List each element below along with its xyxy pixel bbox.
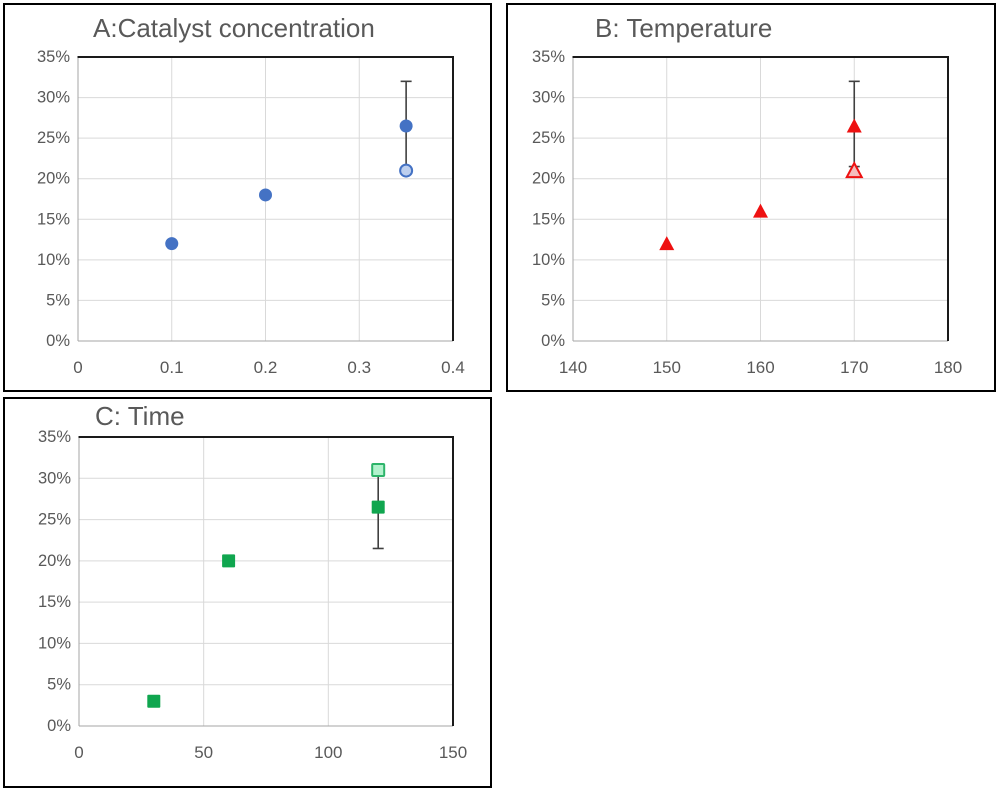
- data-point-square: [222, 554, 236, 568]
- x-tick-label: 170: [840, 358, 868, 377]
- x-tick-label: 0.3: [347, 358, 371, 377]
- y-tick-label: 20%: [38, 552, 71, 570]
- chart-panel-catalyst-concentration: A:Catalyst concentration 0% 5% 10% 15% 20% 25…: [3, 3, 492, 392]
- data-point-circle: [399, 119, 413, 133]
- plot-area-temperature: 0% 5% 10% 15% 20% 25% 30% 35% 140 150 160 170 180: [532, 48, 962, 377]
- x-tick-label: 0.4: [441, 358, 465, 377]
- x-tick-label: 0.1: [160, 358, 184, 377]
- x-tick-label: 100: [314, 743, 342, 762]
- y-tick-label: 25%: [532, 129, 565, 147]
- data-point-square: [371, 500, 385, 514]
- x-tick-label: 150: [439, 743, 467, 762]
- x-tick-label: 0: [73, 358, 82, 377]
- data-point-circle: [259, 188, 272, 202]
- chart-title-catalyst: A:Catalyst concentration: [93, 13, 375, 43]
- y-tick-label: 5%: [46, 291, 70, 309]
- y-tick-label: 0%: [47, 717, 71, 735]
- data-point-triangle: [753, 203, 768, 218]
- plot-area-catalyst: 0% 5% 10% 15% 20% 25% 30% 35% 0 0.1 0.2 0.3 0.4: [37, 48, 465, 377]
- plot-area-time: 0% 5% 10% 15% 20% 25% 30% 35% 0 50 100 150: [38, 428, 467, 762]
- x-tick-label: 150: [653, 358, 681, 377]
- y-tick-label: 10%: [38, 634, 71, 652]
- chart-title-time: C: Time: [95, 401, 185, 431]
- y-tick-label: 10%: [532, 251, 565, 269]
- data-point-circle: [399, 163, 414, 178]
- y-tick-label: 30%: [37, 89, 70, 107]
- x-tick-label: 50: [194, 743, 213, 762]
- data-point-circle: [165, 237, 179, 251]
- y-tick-label: 25%: [38, 511, 71, 529]
- data-point-triangle: [845, 160, 864, 179]
- data-point-triangle: [659, 236, 675, 251]
- y-tick-label: 0%: [46, 332, 70, 350]
- y-tick-label: 20%: [532, 170, 565, 188]
- x-tick-label: 160: [746, 358, 774, 377]
- data-point-square: [371, 463, 386, 478]
- y-tick-label: 5%: [47, 676, 71, 694]
- chart-panel-time: C: Time 0% 5% 10% 15% 20% 25% 30% 35% 0 50 100 150: [3, 397, 492, 788]
- x-tick-label: 140: [559, 358, 587, 377]
- y-tick-label: 10%: [37, 251, 70, 269]
- y-tick-label: 35%: [532, 48, 565, 66]
- chart-panel-temperature: B: Temperature 0% 5% 10% 15% 20% 25% 30% 35% 140…: [506, 3, 996, 392]
- chart-title-temperature: B: Temperature: [595, 13, 773, 43]
- y-tick-label: 30%: [532, 89, 565, 107]
- y-tick-label: 5%: [541, 291, 565, 309]
- x-tick-label: 180: [934, 358, 962, 377]
- x-tick-label: 0.2: [254, 358, 278, 377]
- y-tick-label: 20%: [37, 170, 70, 188]
- x-tick-label: 0: [74, 743, 83, 762]
- y-tick-label: 30%: [38, 469, 71, 487]
- y-tick-label: 25%: [37, 129, 70, 147]
- y-tick-label: 35%: [37, 48, 70, 66]
- y-tick-label: 15%: [532, 210, 565, 228]
- data-point-square: [147, 694, 161, 708]
- y-tick-label: 0%: [541, 332, 565, 350]
- y-tick-label: 15%: [38, 593, 71, 611]
- y-tick-label: 35%: [38, 428, 71, 446]
- y-tick-label: 15%: [37, 210, 70, 228]
- data-point-triangle: [846, 118, 862, 133]
